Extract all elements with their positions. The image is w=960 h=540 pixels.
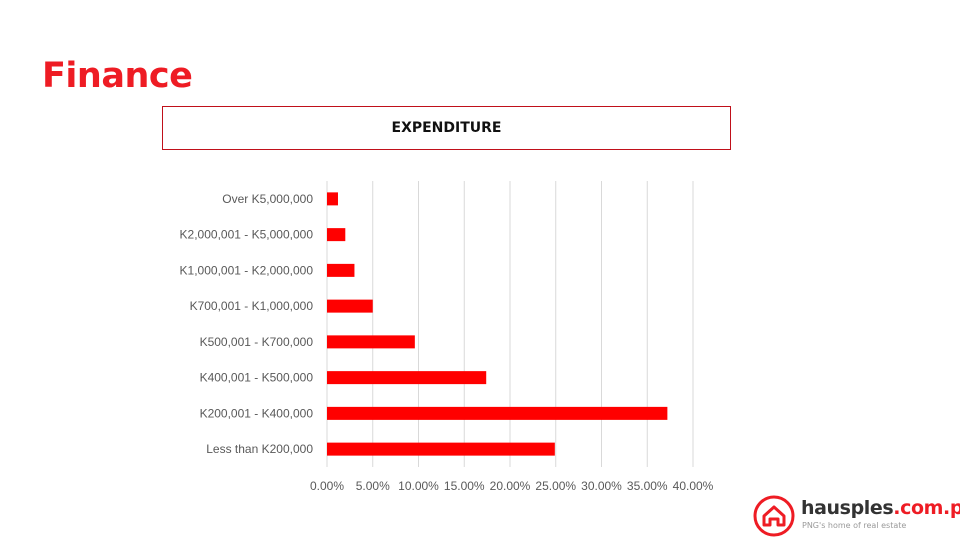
bar: [327, 442, 555, 456]
house-logo-icon: [753, 495, 795, 537]
x-tick-label: 35.00%: [627, 479, 668, 493]
category-label: Over K5,000,000: [222, 192, 313, 206]
brand-name: hausples.com.pg: [801, 497, 960, 519]
x-tick-label: 10.00%: [398, 479, 439, 493]
page-title: Finance: [42, 56, 193, 96]
bar: [327, 192, 338, 206]
category-label: K500,001 - K700,000: [200, 335, 314, 349]
chart-title: EXPENDITURE: [391, 120, 502, 136]
x-tick-label: 30.00%: [581, 479, 622, 493]
x-tick-label: 0.00%: [310, 479, 344, 493]
category-label: Less than K200,000: [206, 442, 313, 456]
bar: [327, 406, 668, 420]
x-tick-label: 40.00%: [673, 479, 714, 493]
chart-title-box: EXPENDITURE: [162, 106, 731, 150]
brand-logo[interactable]: hausples.com.pg PNG's home of real estat…: [752, 494, 960, 538]
brand-name-main: hausples: [801, 497, 894, 519]
bar: [327, 263, 355, 277]
bar: [327, 371, 487, 385]
category-label: K400,001 - K500,000: [200, 371, 314, 385]
x-tick-label: 20.00%: [490, 479, 531, 493]
category-label: K1,000,001 - K2,000,000: [180, 263, 314, 277]
bar: [327, 228, 346, 242]
category-label: K700,001 - K1,000,000: [190, 299, 314, 313]
x-tick-label: 25.00%: [535, 479, 576, 493]
category-label: K2,000,001 - K5,000,000: [180, 228, 314, 242]
x-tick-label: 15.00%: [444, 479, 485, 493]
brand-tagline: PNG's home of real estate: [802, 521, 907, 530]
bar: [327, 299, 373, 313]
brand-name-tld: .com.pg: [893, 497, 960, 519]
bar: [327, 335, 415, 349]
x-tick-label: 5.00%: [356, 479, 390, 493]
category-label: K200,001 - K400,000: [200, 406, 314, 420]
